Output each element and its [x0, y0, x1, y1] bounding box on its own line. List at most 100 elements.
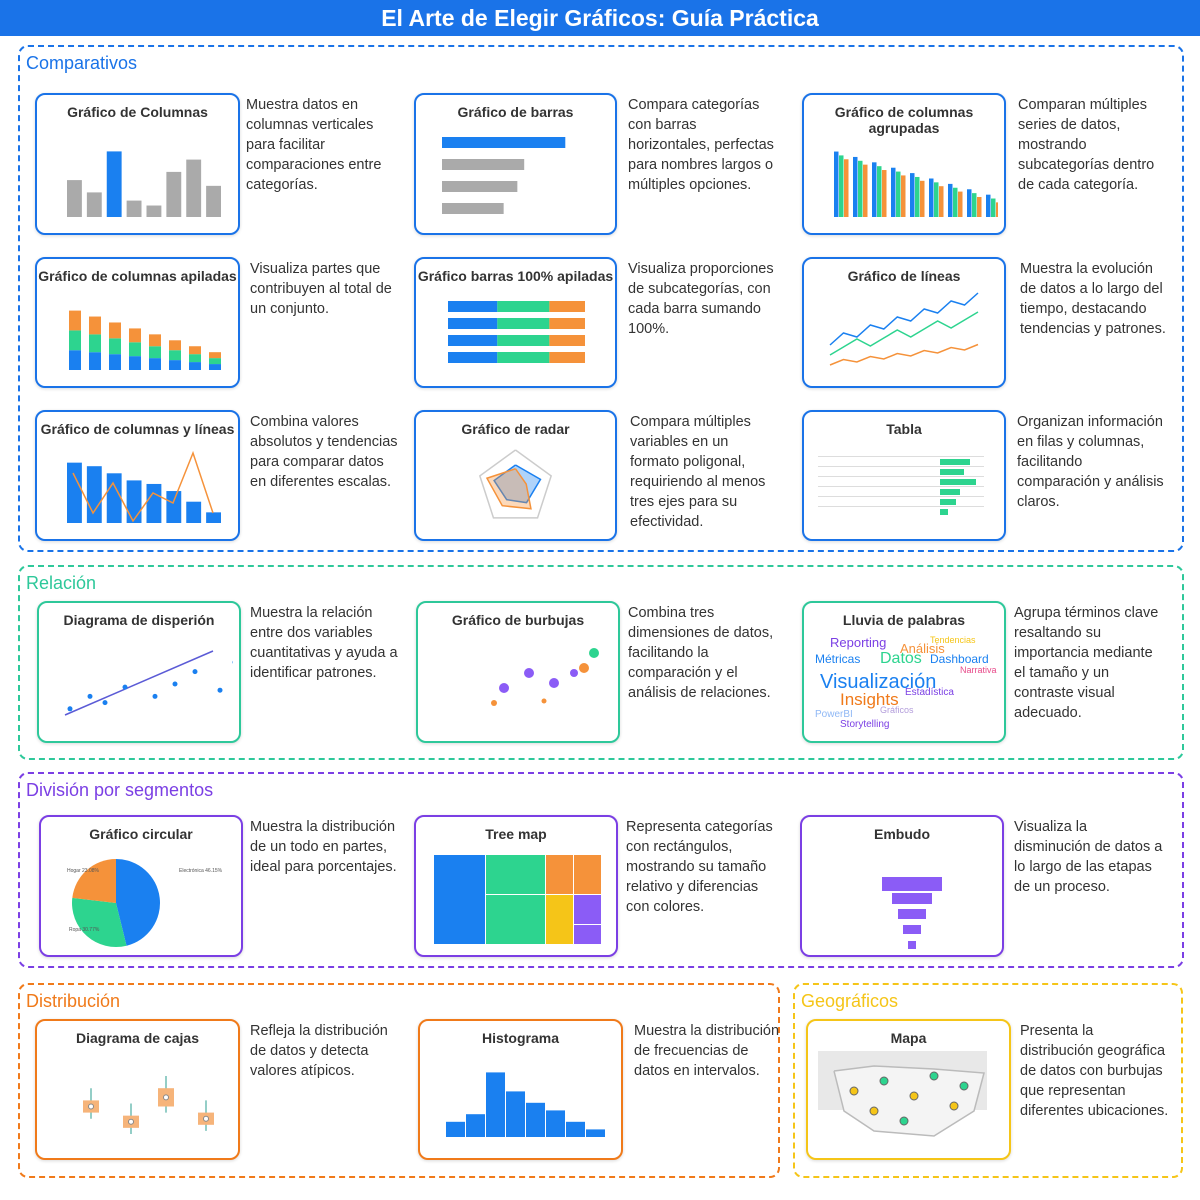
thumb-label: Análisis	[900, 641, 945, 656]
thumb-shape	[972, 193, 977, 217]
card-title: Embudo	[874, 826, 930, 842]
card-description: Representa categorías con rectángulos, m…	[626, 819, 773, 915]
card-description: Compara múltiples variables en un format…	[630, 414, 766, 530]
card-title: Tree map	[485, 826, 547, 842]
chart-card: Gráfico de burbujas	[416, 601, 620, 743]
card-title: Mapa	[890, 1030, 927, 1046]
thumb-shape	[818, 466, 984, 467]
thumb-label: Ropa 30.77%	[69, 927, 100, 933]
thumb-shape	[834, 151, 839, 217]
thumb-shape	[863, 164, 868, 217]
thumb-shape	[574, 925, 601, 944]
thumb-shape	[526, 1102, 545, 1137]
card-title: Gráfico de columnas y líneas	[40, 421, 235, 437]
thumb-shape	[491, 700, 497, 706]
thumb-label: Estadística	[905, 687, 954, 698]
section-title: Relación	[26, 573, 97, 593]
thumb-shape	[86, 192, 102, 217]
thumb-shape	[434, 855, 485, 944]
thumb-shape	[86, 466, 102, 523]
thumb-shape	[849, 1086, 859, 1096]
thumb-shape	[217, 687, 223, 693]
thumb-shape	[570, 669, 578, 677]
thumb-shape	[996, 202, 998, 217]
card-title: Gráfico circular	[89, 826, 193, 842]
thumb-shape	[493, 464, 542, 504]
thumb-shape	[146, 483, 162, 523]
thumbnail	[834, 151, 998, 217]
thumb-shape	[891, 167, 896, 217]
thumb-shape	[129, 342, 141, 357]
thumb-shape	[87, 693, 93, 699]
thumb-shape	[541, 698, 547, 704]
thumb-shape	[169, 350, 181, 361]
thumb-shape	[192, 669, 198, 675]
thumb-shape	[67, 462, 82, 523]
thumbnail	[872, 861, 952, 949]
thumb-shape	[892, 893, 932, 904]
thumb-shape	[497, 352, 550, 363]
thumb-shape	[126, 200, 142, 217]
thumb-shape	[89, 334, 101, 353]
card-title: Histograma	[481, 1030, 560, 1046]
chart-card: Histograma	[418, 1019, 623, 1160]
thumb-shape	[152, 693, 158, 699]
card-title: Gráfico de líneas	[847, 268, 961, 284]
thumb-shape	[991, 198, 996, 217]
card-title: Gráfico de radar	[461, 421, 570, 437]
thumb-shape	[977, 196, 982, 217]
chart-card: Gráfico de barras	[414, 93, 617, 235]
card-title: Tabla	[886, 421, 922, 437]
thumbnail	[448, 301, 585, 363]
thumbnail	[818, 456, 984, 515]
thumb-shape	[442, 203, 504, 214]
chart-card: Mapa	[806, 1019, 1011, 1160]
card-description: Muestra la distribución de frecuencias d…	[634, 1023, 780, 1079]
chart-card: Gráfico circular Hogar 23.08% Electrónica …	[39, 815, 243, 957]
thumb-shape	[939, 186, 944, 217]
thumb-shape	[940, 509, 948, 515]
card-title: Diagrama de disperión	[63, 612, 215, 628]
thumb-shape	[232, 660, 233, 664]
thumb-shape	[486, 855, 545, 894]
thumb-shape	[186, 159, 202, 217]
thumb-shape	[549, 301, 585, 312]
chart-card: Gráfico de columnas y líneas	[35, 410, 240, 541]
thumb-shape	[940, 499, 956, 505]
chart-card: Lluvia de palabras Reporting Análisis Tende…	[802, 601, 1006, 743]
thumb-shape	[72, 450, 214, 523]
section-title: Distribución	[26, 991, 121, 1011]
section-title: Comparativos	[26, 53, 138, 73]
chart-card: Gráfico de Columnas	[35, 93, 240, 235]
thumb-shape	[586, 1129, 605, 1137]
thumb-shape	[829, 311, 979, 356]
thumb-label: Hogar 23.08%	[67, 868, 100, 874]
thumb-shape	[853, 156, 858, 217]
thumb-shape	[186, 501, 202, 523]
thumb-shape	[109, 338, 121, 355]
thumb-shape	[69, 350, 81, 370]
thumb-shape	[574, 855, 601, 894]
thumb-shape	[126, 480, 142, 523]
thumb-shape	[818, 506, 984, 507]
thumb-shape	[67, 706, 73, 712]
card-description: Visualiza proporciones de subcategorías,…	[628, 261, 774, 337]
thumb-shape	[209, 352, 221, 359]
thumbnail	[829, 292, 979, 366]
thumb-shape	[877, 166, 882, 217]
chart-card: Diagrama de cajas	[35, 1019, 240, 1160]
card-description: Muestra datos en columnas verticales par…	[246, 97, 382, 193]
thumb-shape	[206, 512, 221, 523]
thumb-shape	[958, 191, 963, 217]
thumb-shape	[106, 473, 122, 523]
thumb-shape	[442, 181, 518, 192]
thumb-shape	[899, 1116, 909, 1126]
thumb-shape	[189, 362, 201, 370]
thumb-shape	[818, 496, 984, 497]
thumbnail	[491, 648, 599, 706]
card-description: Visualiza partes que contribuyen al tota…	[250, 261, 392, 317]
card-description: Combina valores absolutos y tendencias p…	[250, 414, 398, 490]
thumb-shape	[549, 678, 559, 688]
thumb-shape	[833, 1065, 985, 1137]
